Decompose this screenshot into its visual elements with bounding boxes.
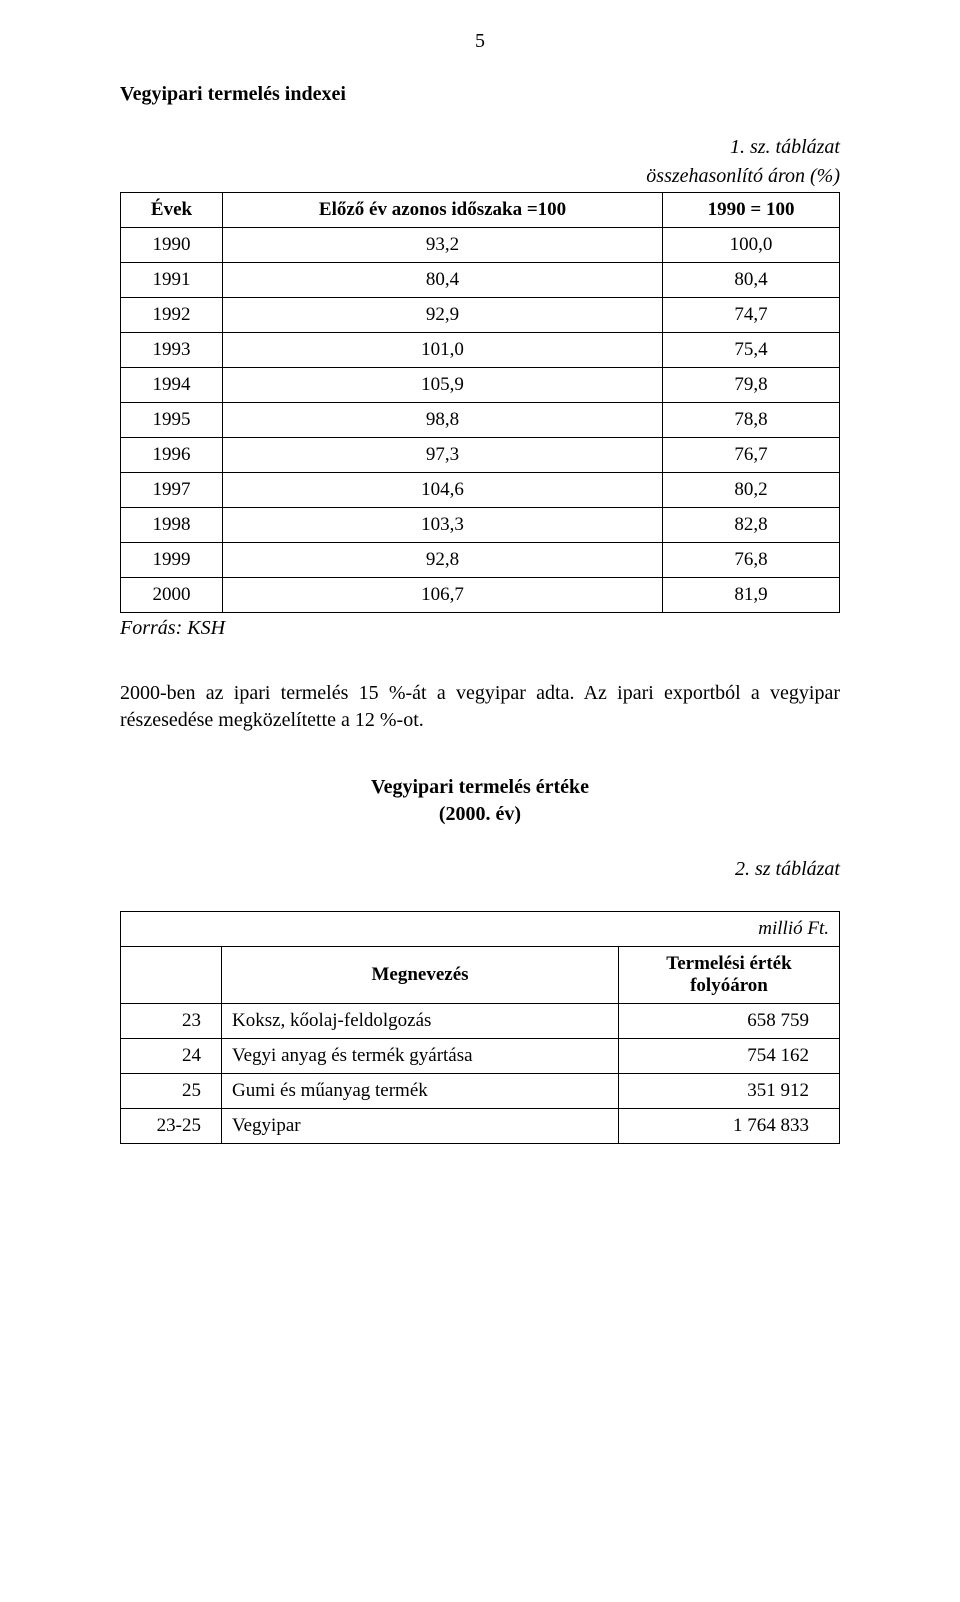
table1-subcaption: összehasonlító áron (%) [120, 165, 840, 188]
cell-year: 1998 [121, 508, 223, 543]
page: 5 Vegyipari termelés indexei 1. sz. tábl… [0, 0, 960, 1602]
table-row: 23 Koksz, kőolaj-feldolgozás 658 759 [121, 1004, 840, 1039]
table2-caption: 2. sz táblázat [120, 858, 840, 881]
cell-base: 82,8 [663, 508, 840, 543]
cell-prev: 98,8 [223, 403, 663, 438]
table-row: 2000 106,7 81,9 [121, 578, 840, 613]
cell-desc: Vegyi anyag és termék gyártása [222, 1039, 619, 1074]
cell-prev: 80,4 [223, 263, 663, 298]
cell-prev: 106,7 [223, 578, 663, 613]
table2-header-blank [121, 947, 222, 1004]
section-title-2: Vegyipari termelés értéke (2000. év) [120, 774, 840, 828]
table2-header-desc: Megnevezés [222, 947, 619, 1004]
cell-base: 76,8 [663, 543, 840, 578]
table1-header-prev: Előző év azonos időszaka =100 [223, 193, 663, 228]
cell-desc: Gumi és műanyag termék [222, 1074, 619, 1109]
table-row: 1991 80,4 80,4 [121, 263, 840, 298]
cell-base: 74,7 [663, 298, 840, 333]
cell-code: 23-25 [121, 1109, 222, 1144]
cell-base: 80,2 [663, 473, 840, 508]
cell-year: 1991 [121, 263, 223, 298]
table-row: 1992 92,9 74,7 [121, 298, 840, 333]
table2-unit-row: millió Ft. [121, 912, 840, 947]
cell-desc: Vegyipar [222, 1109, 619, 1144]
cell-year: 2000 [121, 578, 223, 613]
table1-header-row: Évek Előző év azonos időszaka =100 1990 … [121, 193, 840, 228]
cell-year: 1995 [121, 403, 223, 438]
cell-prev: 97,3 [223, 438, 663, 473]
cell-base: 78,8 [663, 403, 840, 438]
table-row: 25 Gumi és műanyag termék 351 912 [121, 1074, 840, 1109]
table1-source: Forrás: KSH [120, 617, 840, 640]
cell-base: 81,9 [663, 578, 840, 613]
cell-code: 25 [121, 1074, 222, 1109]
cell-year: 1996 [121, 438, 223, 473]
table-row: 23-25 Vegyipar 1 764 833 [121, 1109, 840, 1144]
page-number: 5 [120, 30, 840, 53]
cell-base: 80,4 [663, 263, 840, 298]
cell-prev: 92,8 [223, 543, 663, 578]
table-row: 1996 97,3 76,7 [121, 438, 840, 473]
table-row: 1990 93,2 100,0 [121, 228, 840, 263]
cell-desc: Koksz, kőolaj-feldolgozás [222, 1004, 619, 1039]
section2-title-line1: Vegyipari termelés értéke [371, 776, 589, 798]
cell-year: 1999 [121, 543, 223, 578]
table2-header-value-line2: folyóáron [690, 975, 768, 996]
cell-year: 1990 [121, 228, 223, 263]
table1-header-base: 1990 = 100 [663, 193, 840, 228]
table-row: 1997 104,6 80,2 [121, 473, 840, 508]
cell-year: 1994 [121, 368, 223, 403]
table2-header-row: Megnevezés Termelési érték folyóáron [121, 947, 840, 1004]
table-1: Évek Előző év azonos időszaka =100 1990 … [120, 192, 840, 613]
table1-caption: 1. sz. táblázat [120, 136, 840, 159]
table-row: 24 Vegyi anyag és termék gyártása 754 16… [121, 1039, 840, 1074]
cell-prev: 101,0 [223, 333, 663, 368]
cell-val: 754 162 [619, 1039, 840, 1074]
body-paragraph: 2000-ben az ipari termelés 15 %-át a veg… [120, 680, 840, 734]
table-row: 1998 103,3 82,8 [121, 508, 840, 543]
table-row: 1995 98,8 78,8 [121, 403, 840, 438]
table-row: 1993 101,0 75,4 [121, 333, 840, 368]
cell-base: 100,0 [663, 228, 840, 263]
table2-unit: millió Ft. [121, 912, 840, 947]
table2-header-value: Termelési érték folyóáron [619, 947, 840, 1004]
cell-prev: 104,6 [223, 473, 663, 508]
table-row: 1994 105,9 79,8 [121, 368, 840, 403]
cell-code: 23 [121, 1004, 222, 1039]
cell-val: 351 912 [619, 1074, 840, 1109]
cell-base: 76,7 [663, 438, 840, 473]
cell-prev: 92,9 [223, 298, 663, 333]
cell-prev: 93,2 [223, 228, 663, 263]
cell-val: 658 759 [619, 1004, 840, 1039]
table2-header-value-line1: Termelési érték [666, 953, 791, 974]
table-row: 1999 92,8 76,8 [121, 543, 840, 578]
cell-year: 1993 [121, 333, 223, 368]
section2-title-line2: (2000. év) [439, 803, 521, 825]
cell-year: 1992 [121, 298, 223, 333]
table-2: millió Ft. Megnevezés Termelési érték fo… [120, 911, 840, 1144]
section-title-1: Vegyipari termelés indexei [120, 83, 840, 106]
cell-base: 75,4 [663, 333, 840, 368]
cell-prev: 103,3 [223, 508, 663, 543]
cell-base: 79,8 [663, 368, 840, 403]
cell-prev: 105,9 [223, 368, 663, 403]
cell-year: 1997 [121, 473, 223, 508]
cell-code: 24 [121, 1039, 222, 1074]
cell-val: 1 764 833 [619, 1109, 840, 1144]
table1-header-years: Évek [121, 193, 223, 228]
